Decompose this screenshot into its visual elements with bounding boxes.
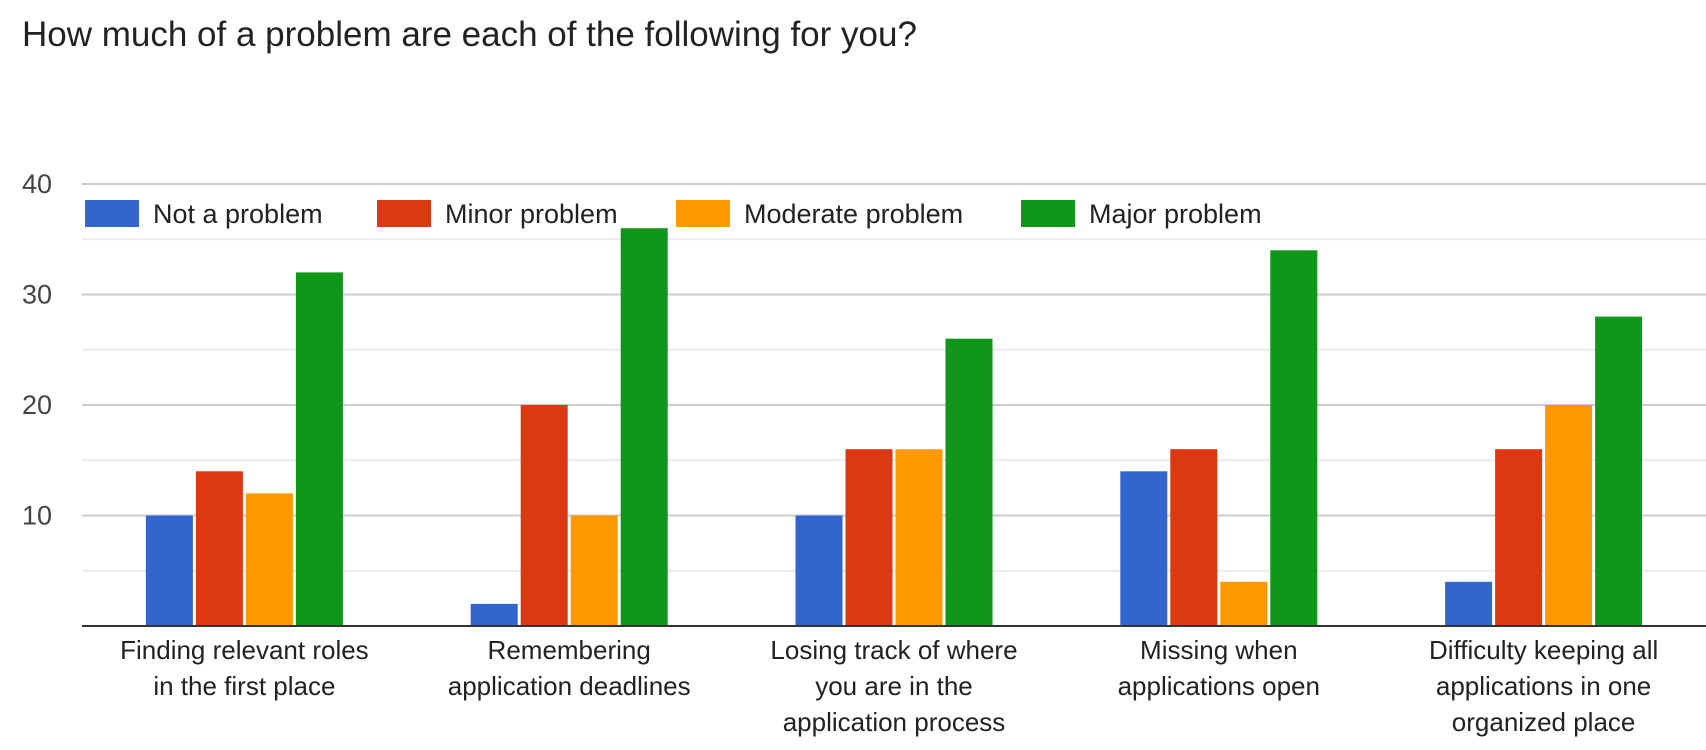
bars <box>145 228 1643 627</box>
x-tick-label: Finding relevant roles in the first place <box>120 635 369 701</box>
gridlines <box>82 183 1706 572</box>
bar[interactable] <box>245 493 293 626</box>
x-tick-label: Difficulty keeping all applications in on… <box>1429 635 1658 737</box>
legend-label: Major problem <box>1089 199 1262 229</box>
y-tick-label: 20 <box>22 390 52 420</box>
bar[interactable] <box>1595 316 1643 626</box>
legend-label: Minor problem <box>445 199 618 229</box>
bar[interactable] <box>295 272 343 626</box>
y-axis-ticks: 10 20 30 40 <box>22 169 52 531</box>
bar[interactable] <box>570 515 618 627</box>
legend[interactable]: Not a problem Minor problem Moderate probl… <box>85 199 1262 229</box>
legend-item[interactable]: Not a problem <box>85 199 323 229</box>
y-tick-label: 10 <box>22 501 52 531</box>
bar[interactable] <box>945 338 993 626</box>
legend-label: Not a problem <box>153 199 323 229</box>
x-tick-label: Losing track of where you are in the appli… <box>770 635 1017 737</box>
legend-label: Moderate problem <box>744 199 963 229</box>
legend-item[interactable]: Major problem <box>1021 199 1262 229</box>
x-tick-label: Remembering application deadlines <box>448 635 691 701</box>
x-axis-labels: Finding relevant roles in the first place… <box>120 635 1658 737</box>
bar[interactable] <box>195 471 243 626</box>
legend-item[interactable]: Minor problem <box>377 199 618 229</box>
bar[interactable] <box>1445 581 1493 626</box>
bar[interactable] <box>895 449 943 626</box>
bar[interactable] <box>1170 449 1218 626</box>
bar[interactable] <box>620 228 668 626</box>
chart-title: How much of a problem are each of the fo… <box>22 15 917 54</box>
bar[interactable] <box>520 405 568 626</box>
bar[interactable] <box>1120 471 1168 626</box>
bar[interactable] <box>145 515 193 627</box>
bar[interactable] <box>1270 250 1318 627</box>
legend-item[interactable]: Moderate problem <box>676 199 963 229</box>
legend-swatch <box>1021 200 1075 227</box>
y-tick-label: 30 <box>22 280 52 310</box>
legend-swatch <box>377 200 431 227</box>
bar[interactable] <box>1220 581 1268 626</box>
bar[interactable] <box>1495 449 1543 626</box>
bar[interactable] <box>1545 405 1593 626</box>
bar[interactable] <box>470 603 518 626</box>
legend-swatch <box>85 200 139 227</box>
x-tick-label: Missing when applications open <box>1118 635 1320 701</box>
bar[interactable] <box>795 515 843 627</box>
legend-swatch <box>676 200 730 227</box>
y-tick-label: 40 <box>22 169 52 199</box>
bar[interactable] <box>845 449 893 626</box>
